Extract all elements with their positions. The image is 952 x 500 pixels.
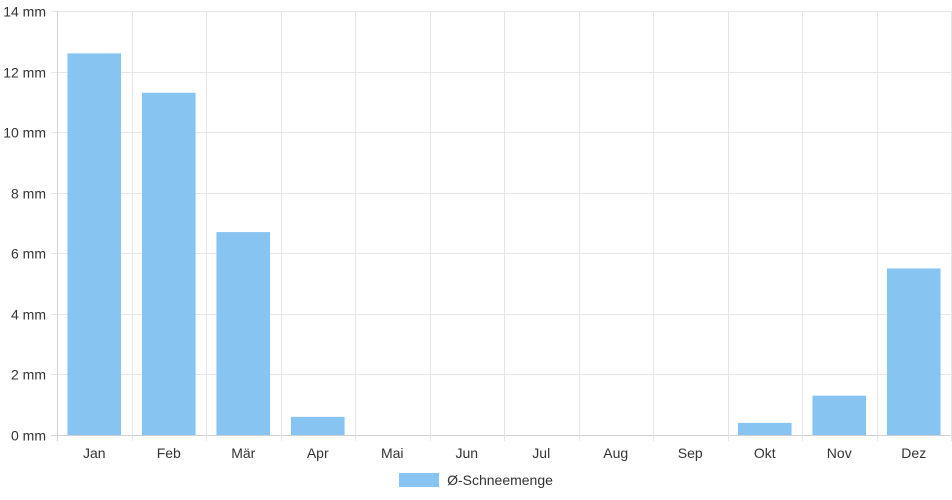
chart-canvas: 0 mm 2 mm 4 mm 6 mm 8 mm 10 mm 12 mm 14 mm Jan F… bbox=[3, 4, 952, 461]
bar-nov[interactable] bbox=[812, 395, 867, 435]
y-axis-ticks: 0 mm 2 mm 4 mm 6 mm 8 mm 10 mm 12 mm 14 mm bbox=[3, 4, 46, 444]
x-tick-label: Feb bbox=[157, 445, 181, 461]
bar-feb[interactable] bbox=[141, 92, 196, 436]
y-tick-label: 0 mm bbox=[11, 428, 46, 444]
bar-mär[interactable] bbox=[216, 232, 271, 435]
x-tick-label: Jul bbox=[532, 445, 550, 461]
x-tick-label: Okt bbox=[754, 445, 776, 461]
y-tick-label: 10 mm bbox=[3, 125, 46, 141]
x-tick-label: Mär bbox=[231, 445, 255, 461]
bar-jan[interactable] bbox=[67, 53, 122, 436]
x-tick-label: Mai bbox=[381, 445, 404, 461]
x-tick-label: Jan bbox=[83, 445, 106, 461]
y-tick-label: 12 mm bbox=[3, 65, 46, 81]
y-tick-label: 4 mm bbox=[11, 307, 46, 323]
y-tick-label: 8 mm bbox=[11, 186, 46, 202]
x-tick-label: Apr bbox=[307, 445, 329, 461]
bar-okt[interactable] bbox=[737, 422, 792, 435]
legend: Ø-Schneemenge bbox=[0, 472, 952, 488]
x-tick-label: Sep bbox=[678, 445, 703, 461]
grid bbox=[51, 11, 952, 441]
legend-swatch bbox=[399, 473, 440, 487]
x-tick-label: Nov bbox=[827, 445, 852, 461]
x-tick-label: Jun bbox=[455, 445, 478, 461]
bar-dez[interactable] bbox=[886, 268, 941, 435]
y-tick-label: 2 mm bbox=[11, 367, 46, 383]
bar-apr[interactable] bbox=[290, 416, 345, 435]
x-tick-label: Aug bbox=[603, 445, 628, 461]
bars bbox=[67, 53, 941, 436]
x-axis-ticks: Jan Feb Mär Apr Mai Jun Jul Aug Sep Okt Nov Dez bbox=[83, 445, 926, 461]
x-tick-label: Dez bbox=[901, 445, 926, 461]
y-tick-label: 6 mm bbox=[11, 246, 46, 262]
legend-label: Ø-Schneemenge bbox=[447, 472, 553, 488]
y-tick-label: 14 mm bbox=[3, 4, 46, 20]
